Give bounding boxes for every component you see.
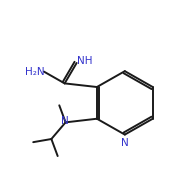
Text: N: N	[61, 116, 68, 126]
Text: H₂N: H₂N	[25, 67, 45, 77]
Text: NH: NH	[77, 56, 93, 66]
Text: N: N	[121, 138, 129, 148]
